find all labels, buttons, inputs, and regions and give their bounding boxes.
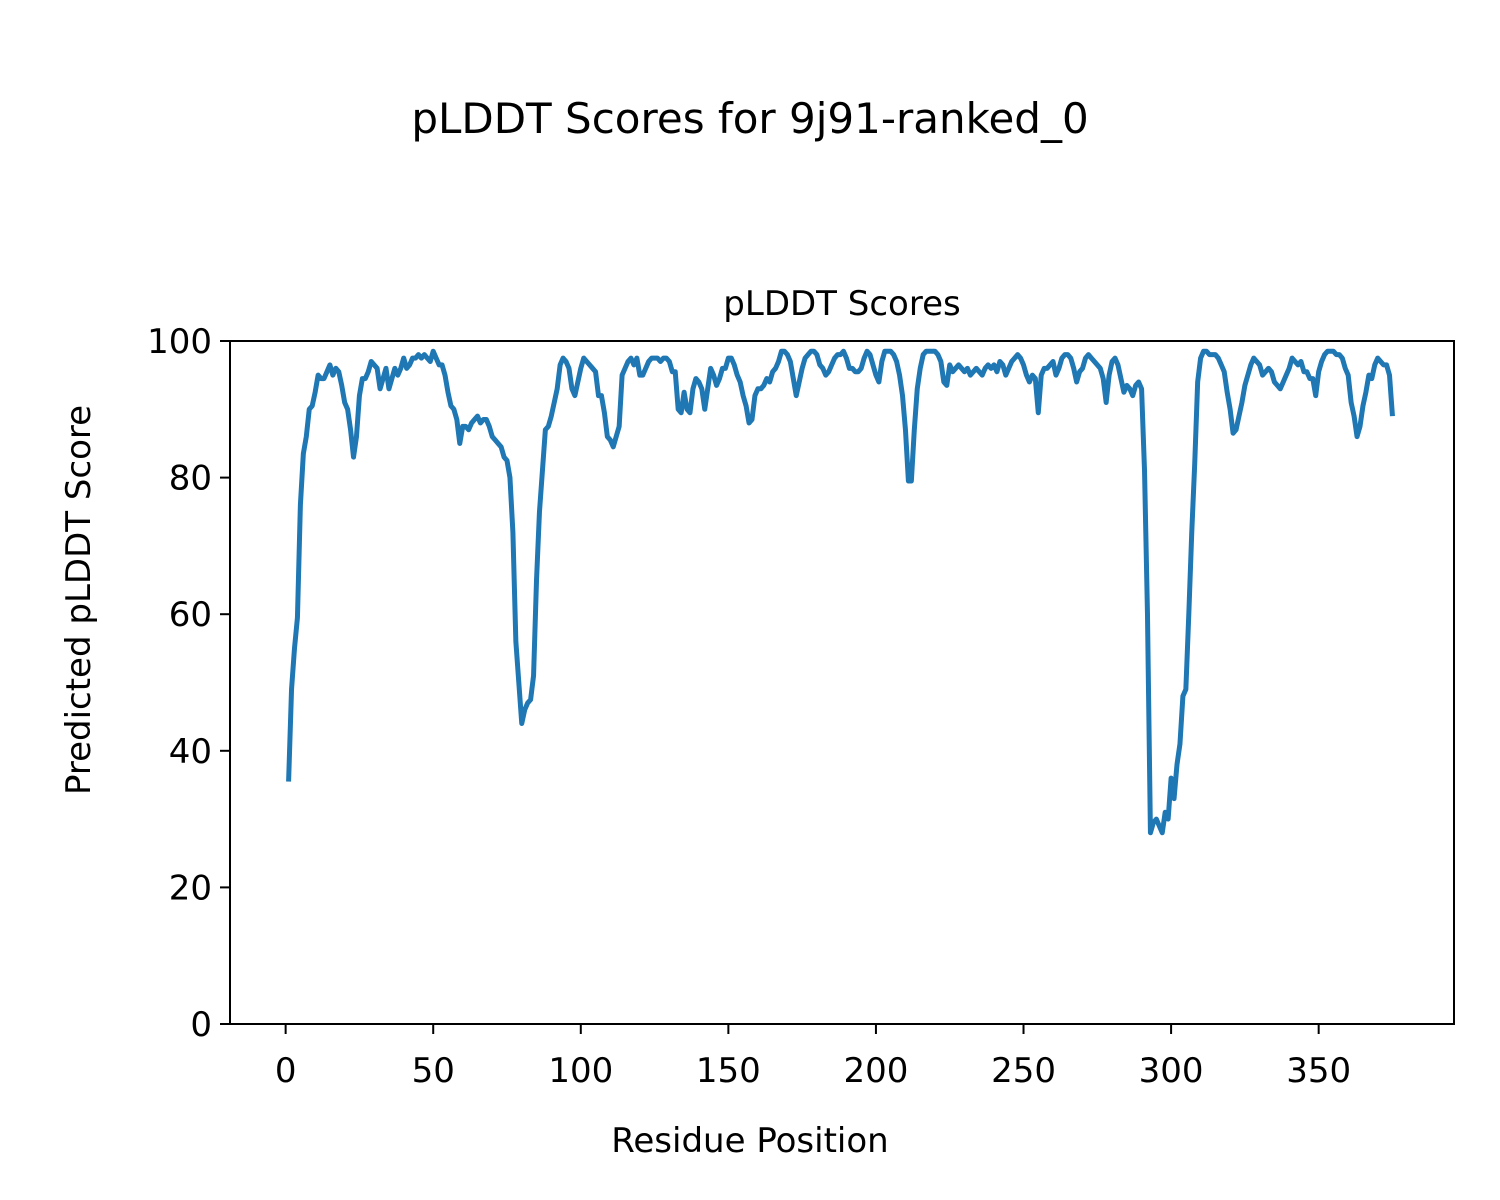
x-tick-label: 100 <box>548 1051 613 1091</box>
x-axis-label: Residue Position <box>611 1121 888 1161</box>
y-tick-label: 20 <box>169 868 212 908</box>
x-tick-label: 200 <box>843 1051 908 1091</box>
y-tick-label: 0 <box>190 1005 212 1045</box>
x-tick-label: 350 <box>1286 1051 1351 1091</box>
y-tick-label: 60 <box>169 595 212 635</box>
plot-frame <box>229 340 1455 1025</box>
x-tick-label: 150 <box>696 1051 761 1091</box>
y-tick-label: 80 <box>169 459 212 499</box>
y-axis-ticks: 0 20 40 60 80 100 <box>147 322 230 1045</box>
x-tick-label: 300 <box>1139 1051 1204 1091</box>
y-axis-label: Predicted pLDDT Score <box>59 405 99 795</box>
series-line <box>286 348 1395 836</box>
axes-title: pLDDT Scores <box>723 284 960 324</box>
x-tick-label: 50 <box>412 1051 455 1091</box>
x-axis-ticks: 0 50 100 150 200 250 300 350 <box>275 1024 1351 1091</box>
y-tick-label: 100 <box>147 322 212 362</box>
x-tick-label: 0 <box>275 1051 297 1091</box>
x-tick-label: 250 <box>991 1051 1056 1091</box>
figure-suptitle: pLDDT Scores for 9j91-ranked_0 <box>411 94 1088 143</box>
y-tick-label: 40 <box>169 732 212 772</box>
